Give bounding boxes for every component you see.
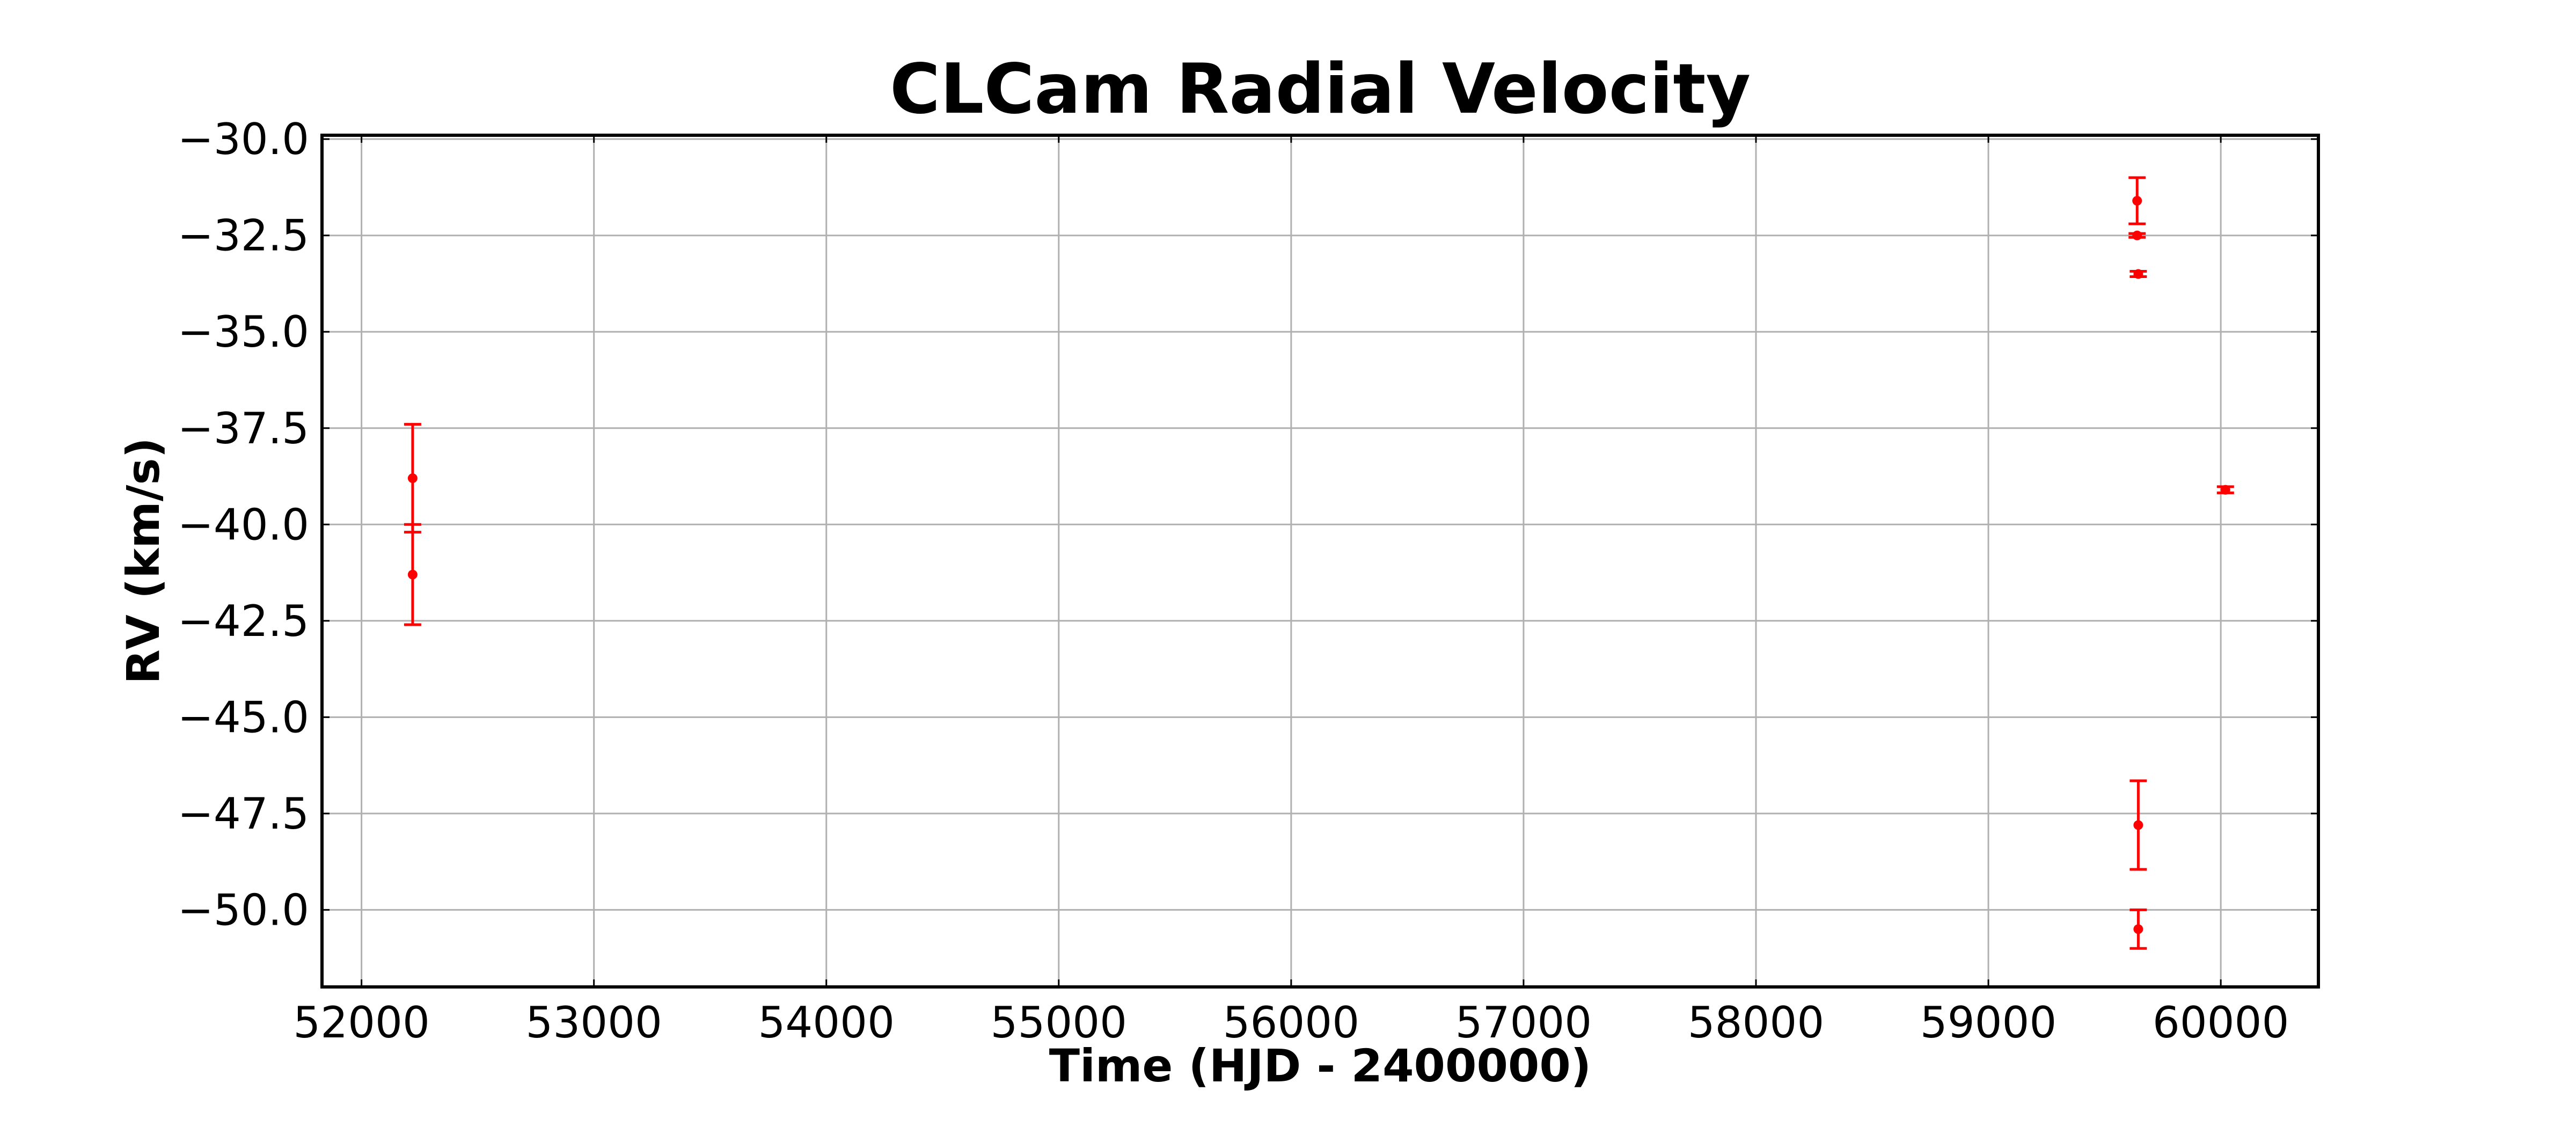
data-point <box>2129 908 2147 950</box>
data-marker <box>407 473 418 484</box>
data-point <box>2128 176 2146 225</box>
y-tick-label: −35.0 <box>178 307 309 357</box>
data-marker <box>407 569 418 580</box>
data-marker <box>2132 196 2142 206</box>
x-tick-label: 53000 <box>525 998 662 1048</box>
x-tick-label: 56000 <box>1223 998 1360 1048</box>
data-marker <box>2220 485 2230 495</box>
x-tick-label: 57000 <box>1455 998 1592 1048</box>
y-tick-label: −32.5 <box>178 211 309 261</box>
y-tick-label: −45.0 <box>178 692 309 742</box>
y-axis-ticks: −30.0 −32.5 −35.0 −37.5 −40.0 −42.5 −45.0 −47.5… <box>178 114 2318 935</box>
chart-title: CLCam Radial Velocity <box>890 49 1751 129</box>
y-tick-label: −37.5 <box>178 404 309 453</box>
x-tick-label: 59000 <box>1920 998 2057 1048</box>
x-axis-label: Time (HJD - 2400000) <box>1049 1040 1591 1092</box>
data-marker <box>2132 230 2142 240</box>
y-tick-label: −50.0 <box>178 885 309 935</box>
x-axis-ticks: 52000 53000 54000 55000 56000 57000 58000 59000… <box>293 135 2289 1048</box>
data-point <box>2128 230 2146 240</box>
x-tick-label: 55000 <box>991 998 1128 1048</box>
plot-frame <box>320 134 2320 989</box>
grid <box>322 135 2318 987</box>
x-tick-label: 54000 <box>758 998 895 1048</box>
x-tick-label: 60000 <box>2153 998 2289 1048</box>
y-tick-label: −47.5 <box>178 789 309 839</box>
data-point <box>2129 269 2147 279</box>
data-points <box>404 176 2234 950</box>
x-tick-label: 58000 <box>1688 998 1825 1048</box>
data-point <box>2129 779 2147 871</box>
data-point <box>2216 485 2234 495</box>
data-marker <box>2133 820 2143 830</box>
data-point <box>404 523 421 626</box>
y-tick-label: −30.0 <box>178 114 309 164</box>
y-tick-label: −40.0 <box>178 500 309 550</box>
y-axis-label: RV (km/s) <box>117 437 170 684</box>
data-marker <box>2133 269 2143 279</box>
x-tick-label: 52000 <box>293 998 430 1048</box>
y-tick-label: −42.5 <box>178 596 309 646</box>
data-marker <box>2133 924 2143 934</box>
data-point <box>404 423 421 534</box>
